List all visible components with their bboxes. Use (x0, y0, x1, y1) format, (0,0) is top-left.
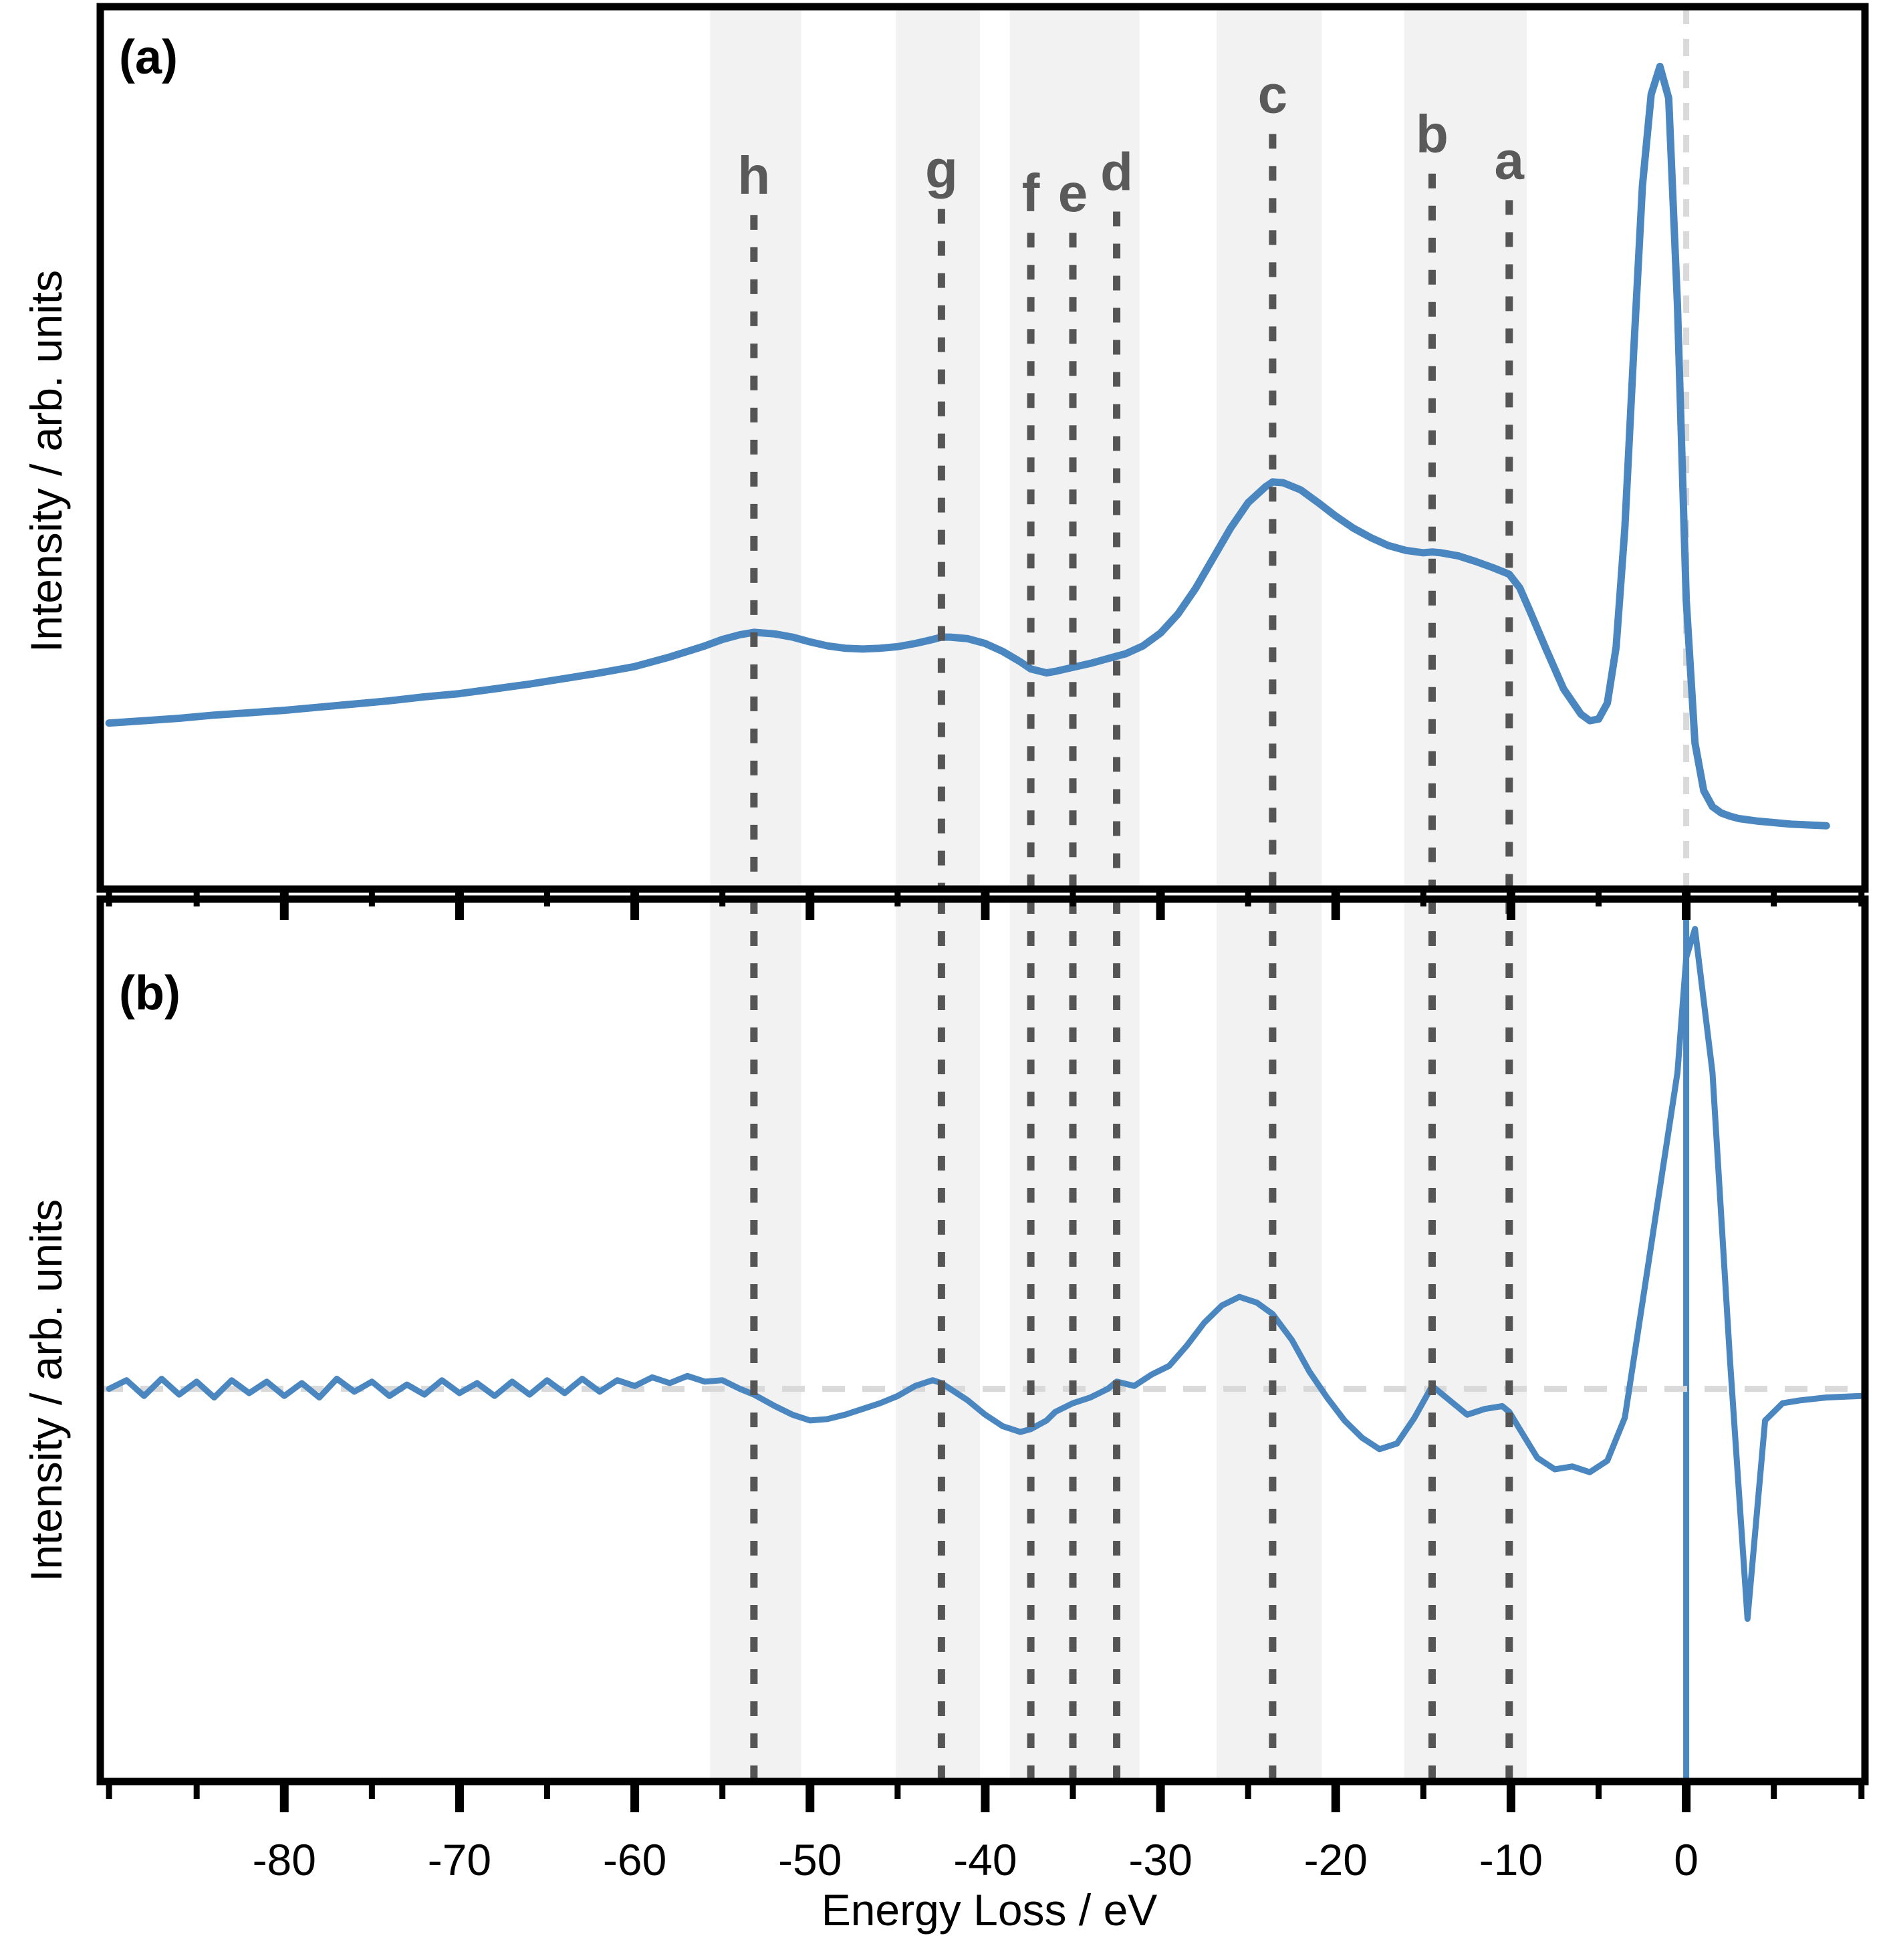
panel-a-shaded-bands (710, 7, 1527, 889)
x-tick-label-2: -60 (603, 1835, 666, 1884)
x-tick-label-7: -10 (1479, 1835, 1543, 1884)
panel-b-y-axis-title: Intensity / arb. units (21, 1199, 71, 1582)
peak-label-f: f (1022, 163, 1040, 223)
x-axis-tick-labels: -80 -70 -60 -50 -40 -30 -20 -10 0 (253, 1835, 1699, 1884)
spectrum-line-a (105, 62, 1830, 830)
x-tick-label-6: -20 (1304, 1835, 1368, 1884)
x-tick-label-1: -70 (428, 1835, 491, 1884)
panel-a-label: (a) (119, 31, 178, 84)
x-tick-label-5: -30 (1128, 1835, 1192, 1884)
panel-b-spectrum-curve (106, 926, 1865, 1622)
x-axis-ticks (106, 889, 1865, 1812)
panel-b-label: (b) (119, 967, 180, 1020)
peak-label-h: h (737, 146, 770, 205)
peak-label-a: a (1495, 130, 1525, 190)
x-tick-label-8: 0 (1674, 1835, 1699, 1884)
panel-a-y-axis-title: Intensity / arb. units (21, 270, 71, 652)
shaded-band-4 (1404, 899, 1527, 1782)
shaded-band-4 (1404, 7, 1527, 889)
spectrum-line-b (106, 926, 1865, 1622)
peak-label-g: g (925, 140, 958, 199)
peak-label-c: c (1258, 64, 1288, 124)
shaded-band-0 (710, 899, 801, 1782)
panel-b-shaded-bands (710, 899, 1527, 1782)
shaded-band-2 (1009, 899, 1140, 1782)
panel-a-spectrum-curve (105, 62, 1830, 830)
peak-labels: ab c def g h (737, 64, 1524, 223)
peak-label-b: b (1416, 104, 1449, 164)
x-tick-label-4: -40 (953, 1835, 1017, 1884)
x-tick-label-3: -50 (778, 1835, 842, 1884)
peak-label-e: e (1058, 163, 1088, 223)
peak-guide-lines (750, 134, 1513, 1782)
shaded-band-3 (1216, 899, 1322, 1782)
shaded-band-1 (896, 899, 981, 1782)
x-tick-label-0: -80 (253, 1835, 316, 1884)
x-axis-title: Energy Loss / eV (822, 1885, 1158, 1935)
peak-label-d: d (1100, 142, 1133, 202)
shaded-band-3 (1216, 7, 1322, 889)
